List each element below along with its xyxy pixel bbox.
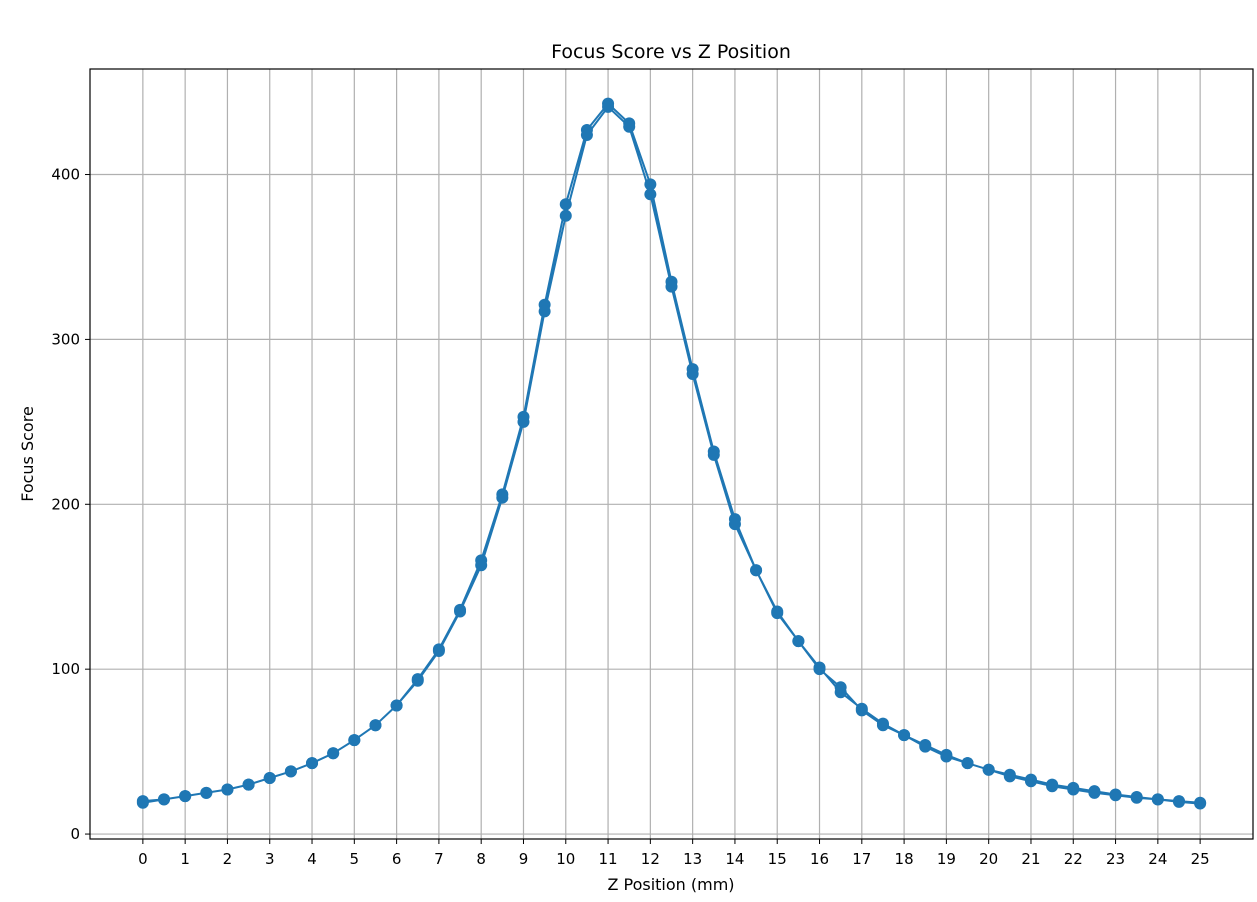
data-point: [728, 518, 741, 531]
data-point: [1130, 791, 1143, 804]
y-tick-label: 0: [70, 825, 80, 843]
x-tick-label: 7: [434, 850, 444, 868]
data-point: [1046, 780, 1059, 793]
data-point: [961, 757, 974, 770]
grid: [90, 69, 1253, 839]
data-point: [940, 750, 953, 763]
data-point: [665, 280, 678, 293]
data-point: [771, 607, 784, 620]
data-point: [327, 747, 340, 760]
data-point: [876, 719, 889, 732]
data-point: [644, 178, 657, 191]
data-point: [538, 305, 551, 318]
data-point: [306, 757, 319, 770]
data-point: [1172, 795, 1185, 808]
x-tick-label: 22: [1064, 850, 1083, 868]
x-tick-label: 21: [1021, 850, 1040, 868]
data-point: [686, 368, 699, 381]
data-point: [136, 796, 149, 809]
chart-title: Focus Score vs Z Position: [551, 41, 791, 63]
markers-layer: [136, 97, 1207, 810]
data-point: [411, 674, 424, 687]
x-tick-label: 9: [519, 850, 529, 868]
data-point: [1024, 775, 1037, 788]
data-point: [898, 729, 911, 742]
data-point: [623, 120, 636, 133]
series-layer: [142, 102, 1202, 805]
data-point: [390, 699, 403, 712]
data-point: [432, 645, 445, 658]
x-tick-label: 24: [1148, 850, 1167, 868]
data-point: [855, 704, 868, 717]
data-point: [1088, 786, 1101, 799]
x-tick-label: 3: [265, 850, 275, 868]
data-point: [263, 771, 276, 784]
data-point: [179, 790, 192, 803]
x-tick-label: 15: [768, 850, 787, 868]
data-point: [1151, 793, 1164, 806]
data-point: [242, 778, 255, 791]
x-tick-label: 12: [641, 850, 660, 868]
x-tick-label: 5: [350, 850, 360, 868]
data-point: [158, 793, 171, 806]
data-point: [1109, 789, 1122, 802]
series-line: [142, 102, 1202, 805]
x-tick-label: 20: [979, 850, 998, 868]
data-point: [559, 198, 572, 211]
data-point: [813, 663, 826, 676]
data-point: [1194, 797, 1207, 810]
data-point: [200, 786, 213, 799]
data-point: [707, 448, 720, 461]
data-point: [475, 559, 488, 572]
x-tick-label: 10: [556, 850, 575, 868]
x-tick-label: 1: [180, 850, 190, 868]
data-point: [348, 734, 361, 747]
data-point: [919, 740, 932, 753]
x-tick-label: 18: [895, 850, 914, 868]
data-point: [559, 209, 572, 222]
data-point: [369, 719, 382, 732]
y-tick-label: 100: [51, 660, 80, 678]
data-point: [221, 783, 234, 796]
data-point: [750, 564, 763, 577]
data-point: [834, 681, 847, 694]
plot-frame: [89, 68, 1254, 840]
data-point: [792, 635, 805, 648]
x-tick-label: 25: [1191, 850, 1210, 868]
x-tick-label: 0: [138, 850, 148, 868]
y-tick-label: 300: [51, 330, 80, 348]
y-axis-ticks: 0 100 200 300 400: [51, 166, 90, 843]
data-point: [454, 605, 467, 618]
y-tick-label: 400: [51, 166, 80, 184]
x-axis-label: Z Position (mm): [607, 875, 734, 894]
x-tick-label: 16: [810, 850, 829, 868]
data-point: [602, 100, 615, 113]
data-point: [1067, 783, 1080, 796]
x-tick-label: 6: [392, 850, 402, 868]
data-point: [1003, 770, 1016, 783]
x-tick-label: 8: [476, 850, 486, 868]
data-point: [284, 765, 297, 778]
data-point: [580, 128, 593, 141]
y-axis-label: Focus Score: [18, 406, 37, 502]
x-tick-label: 11: [599, 850, 618, 868]
data-point: [982, 763, 995, 776]
y-tick-label: 200: [51, 495, 80, 513]
x-tick-label: 17: [852, 850, 871, 868]
data-point: [644, 188, 657, 201]
data-point: [496, 491, 509, 504]
data-point: [517, 415, 530, 428]
x-tick-label: 19: [937, 850, 956, 868]
x-tick-label: 23: [1106, 850, 1125, 868]
x-tick-label: 14: [725, 850, 744, 868]
x-tick-label: 13: [683, 850, 702, 868]
x-tick-label: 2: [223, 850, 233, 868]
x-axis-ticks: 0 1 2 3 4 5 6 7 8 9 10 11 12 13 14 15 16 17 18 19 20 21 22 23 24…: [138, 839, 1210, 868]
x-tick-label: 4: [307, 850, 317, 868]
